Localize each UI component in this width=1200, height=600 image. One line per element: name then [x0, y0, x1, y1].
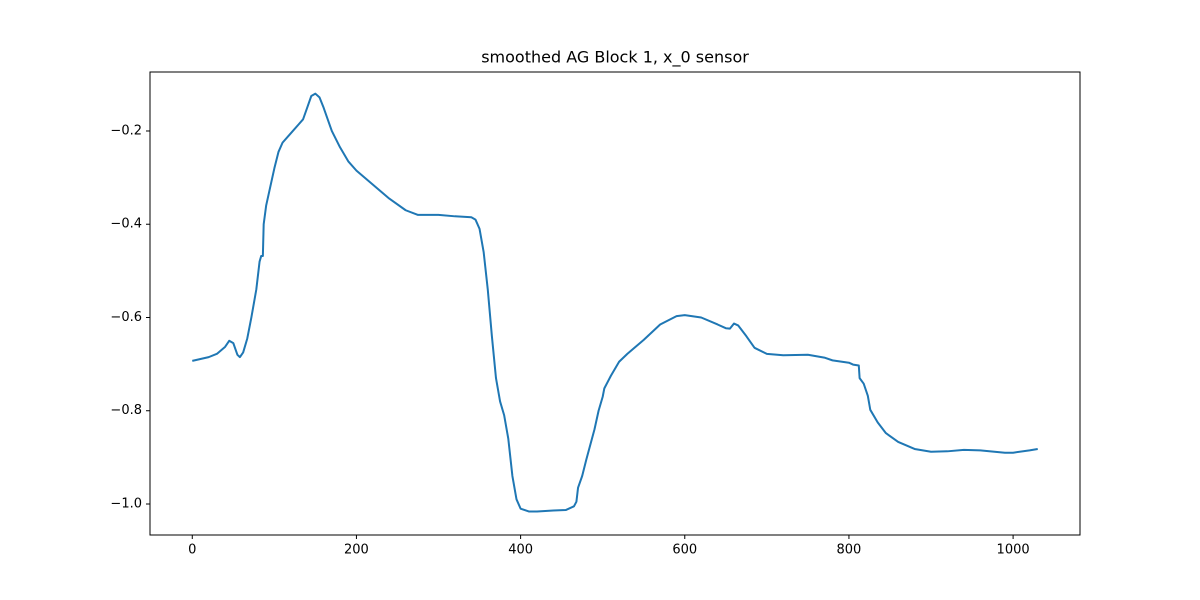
x-tick-label: 0 [188, 543, 196, 558]
x-tick-label: 600 [672, 543, 697, 558]
y-tick-label: −0.8 [110, 403, 142, 418]
y-tick-label: −0.2 [110, 123, 142, 138]
data-line [192, 92, 1038, 513]
x-tick-label: 800 [837, 543, 862, 558]
plot-frame [149, 71, 1081, 536]
x-tick-label: 1000 [997, 543, 1030, 558]
y-tick-label: −0.4 [110, 217, 142, 232]
x-tick-label: 400 [508, 543, 533, 558]
y-tick-label: −1.0 [110, 496, 142, 511]
x-tick-label: 200 [344, 543, 369, 558]
y-tick-label: −0.6 [110, 310, 142, 325]
chart-title: smoothed AG Block 1, x_0 sensor [481, 48, 749, 68]
